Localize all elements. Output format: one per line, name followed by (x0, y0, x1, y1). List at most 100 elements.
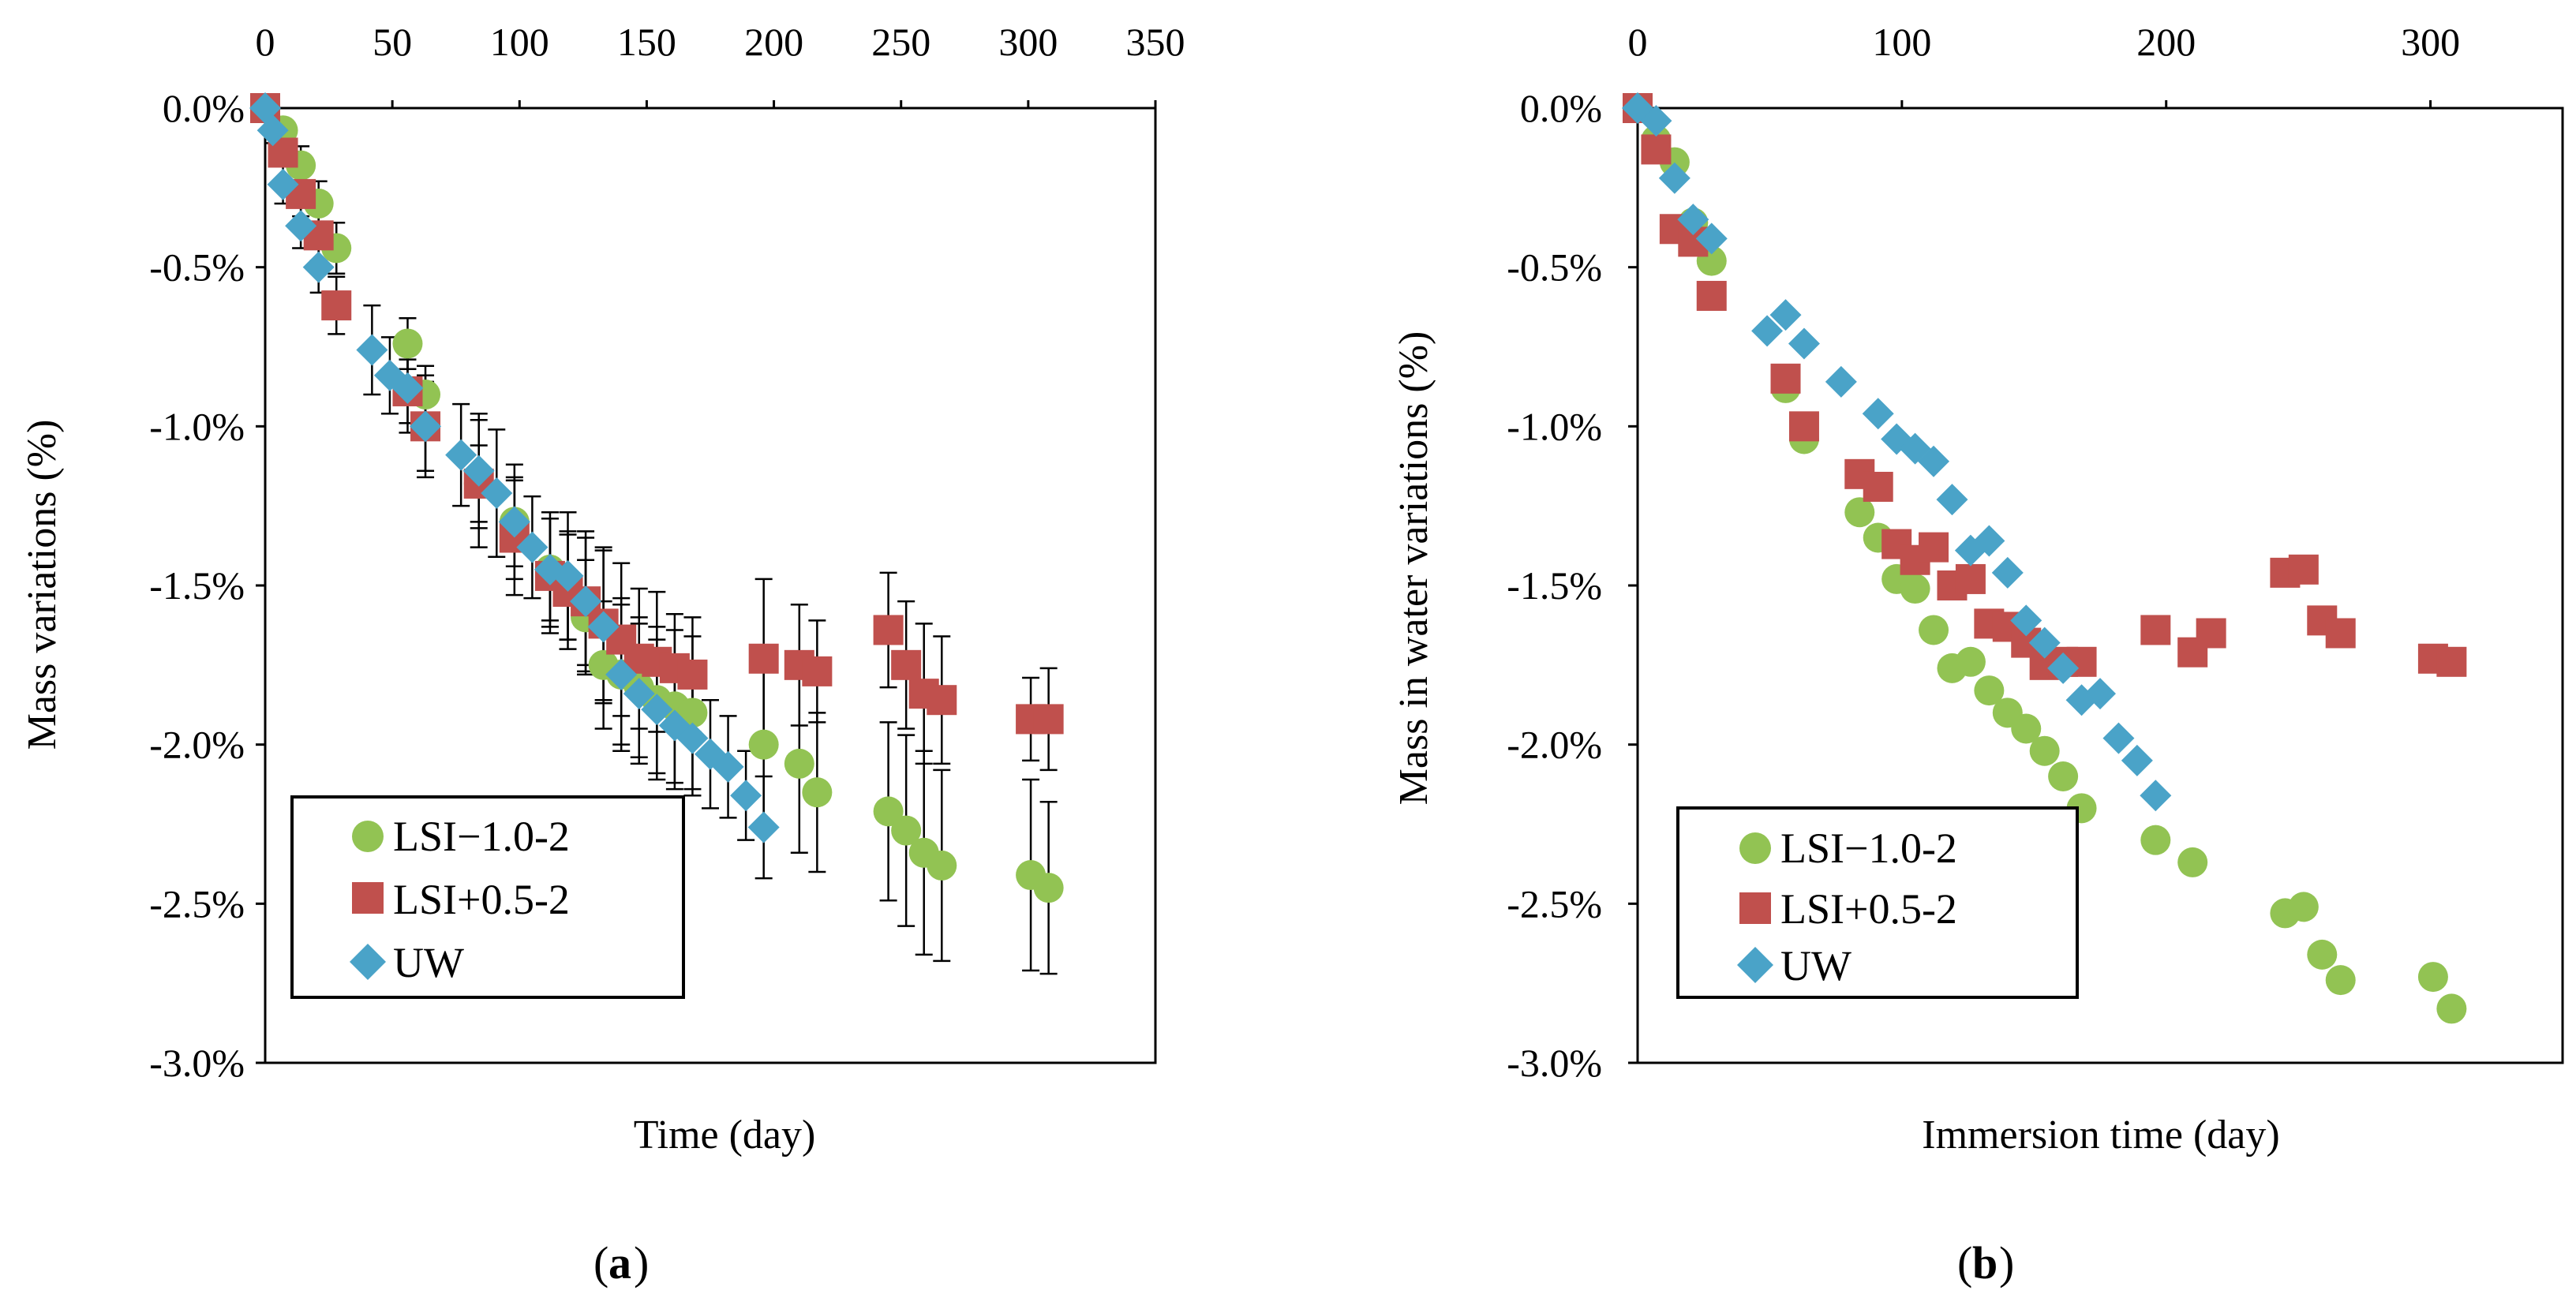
chart-b-point-lsi-minus (2140, 825, 2171, 855)
chart-a-x-tick-label: 350 (1126, 20, 1185, 64)
chart-a-point-uw (516, 531, 549, 563)
chart-a-x-tick-label: 250 (871, 20, 930, 64)
chart-b-point-lsi-plus (2436, 646, 2467, 677)
chart-a-x-tick-label: 300 (998, 20, 1058, 64)
chart-a-y-tick-label: -1.5% (149, 563, 245, 608)
chart-b-point-lsi-plus (1955, 563, 1986, 594)
chart-a-legend-marker-uw (350, 944, 386, 980)
chart-b-x-tick-label: 100 (1872, 20, 1931, 64)
chart-b-point-lsi-plus (1788, 411, 1819, 442)
chart-b-points (1622, 92, 2467, 1024)
chart-b-point-uw (1677, 204, 1709, 236)
chart-a-y-tick-label: -2.5% (149, 881, 245, 926)
chart-b-point-uw (1658, 162, 1690, 194)
chart-a-point-lsi-minus (873, 796, 904, 827)
chart-b-point-lsi-minus (2417, 962, 2448, 993)
chart-b-caption-open-paren: ( (1957, 1237, 1972, 1288)
chart-a: 0.0% -0.5% -1.0% -1.5% -2.0% -2.5% -3.0% 0 50 10… (20, 20, 1185, 1288)
chart-b-point-uw (2028, 626, 2061, 659)
chart-b-point-lsi-plus (1863, 471, 1893, 502)
chart-b-point-lsi-minus (1844, 497, 1875, 528)
chart-a-point-lsi-minus (392, 328, 423, 359)
chart-b-legend: LSI−1.0-2 LSI+0.5-2 UW (1676, 806, 2079, 999)
chart-a-caption-open-paren: ( (593, 1237, 608, 1288)
chart-a-panel-caption: ( a ) (593, 1237, 649, 1288)
chart-a-point-lsi-plus (1033, 704, 1064, 735)
chart-b-point-lsi-plus (2140, 615, 2171, 645)
chart-a-x-axis-label: Time (day) (634, 1113, 816, 1158)
chart-b-point-lsi-minus (2177, 847, 2208, 877)
chart-b-point-lsi-minus (2288, 892, 2319, 922)
chart-b-y-ticks: 0.0% -0.5% -1.0% -1.5% -2.0% -2.5% -3.0% (1507, 86, 1638, 1085)
chart-a-point-uw (570, 585, 602, 618)
chart-a-y-tick-label: 0.0% (163, 86, 245, 130)
chart-a-point-lsi-minus (891, 815, 922, 846)
chart-b-point-uw (1918, 445, 1950, 477)
chart-a-point-uw (410, 410, 442, 443)
chart-b-legend-label-lsi-plus: LSI+0.5-2 (1780, 885, 1957, 933)
chart-a-point-lsi-plus (321, 290, 352, 321)
chart-b-point-lsi-plus (1641, 134, 1672, 165)
chart-b-y-tick-label: -3.0% (1507, 1041, 1602, 1085)
chart-b-point-uw (1640, 105, 1672, 137)
chart-b-point-uw (1973, 525, 2005, 557)
chart-a-point-uw (641, 694, 673, 726)
chart-a-point-lsi-plus (748, 643, 779, 674)
chart-a-legend-marker-lsi-plus (352, 882, 384, 914)
chart-b-point-lsi-minus (1955, 646, 1986, 677)
chart-b-point-lsi-minus (1974, 675, 2005, 706)
chart-b-point-uw (2047, 652, 2080, 684)
chart-a-point-uw (623, 678, 655, 710)
chart-b-point-lsi-minus (2011, 713, 2042, 744)
chart-a-point-uw (498, 506, 530, 538)
chart-b-point-uw (2102, 722, 2135, 754)
chart-a-point-lsi-plus (802, 656, 833, 686)
chart-b-point-uw (2121, 744, 2153, 776)
chart-a-point-lsi-minus (927, 850, 957, 881)
chart-b-y-tick-label: -1.5% (1507, 563, 1602, 608)
chart-a-point-uw (285, 210, 317, 242)
chart-b-point-uw (1751, 315, 1784, 347)
chart-a-point-uw (605, 658, 638, 690)
chart-b: 0.0% -0.5% -1.0% -1.5% -2.0% -2.5% -3.0% 0 100 2… (1391, 20, 2564, 1288)
chart-b-point-lsi-minus (2048, 761, 2079, 791)
chart-b-point-uw (1825, 365, 1857, 398)
chart-a-legend: LSI−1.0-2 LSI+0.5-2 UW (290, 795, 685, 999)
chart-b-legend-marker-uw (1737, 947, 1773, 983)
chart-b-point-uw (1936, 484, 1968, 516)
chart-b-point-uw (1788, 327, 1820, 360)
chart-b-point-uw (1991, 556, 2024, 589)
chart-a-y-tick-label: -0.5% (149, 245, 245, 290)
chart-b-x-axis-label: Immersion time (day) (1922, 1113, 2279, 1158)
chart-b-y-tick-label: -2.0% (1507, 723, 1602, 767)
chart-b-point-lsi-plus (1696, 280, 1727, 311)
chart-a-point-uw (712, 750, 744, 783)
chart-a-point-uw (302, 251, 335, 283)
chart-a-y-ticks: 0.0% -0.5% -1.0% -1.5% -2.0% -2.5% -3.0% (149, 86, 265, 1085)
chart-b-point-lsi-plus (2196, 618, 2226, 649)
chart-b-y-tick-label: -0.5% (1507, 245, 1602, 290)
chart-a-y-tick-label: -3.0% (149, 1041, 245, 1085)
chart-a-point-lsi-plus (891, 649, 922, 680)
chart-a-point-uw (356, 334, 388, 366)
chart-a-x-tick-label: 100 (490, 20, 549, 64)
chart-b-legend-label-uw: UW (1780, 942, 1852, 989)
chart-a-point-uw (391, 372, 424, 404)
chart-a-caption-letter: a (608, 1237, 631, 1288)
chart-b-legend-marker-lsi-plus (1739, 892, 1771, 924)
chart-b-panel-caption: ( b ) (1957, 1237, 2014, 1288)
chart-a-point-uw (267, 168, 299, 200)
chart-a-point-uw (462, 454, 495, 487)
chart-b-point-uw (2084, 678, 2116, 710)
chart-a-point-uw (445, 439, 477, 471)
chart-b-point-uw (1862, 398, 1894, 430)
chart-b-point-lsi-minus (2436, 993, 2467, 1024)
chart-a-x-tick-label: 0 (256, 20, 275, 64)
chart-a-point-uw (587, 611, 620, 643)
chart-a-point-uw (256, 114, 289, 147)
chart-b-y-tick-label: -2.5% (1507, 881, 1602, 926)
chart-b-point-uw (1695, 223, 1728, 255)
chart-a-x-tick-label: 200 (744, 20, 803, 64)
chart-b-caption-close-paren: ) (1999, 1237, 2014, 1288)
chart-b-caption-letter: b (1972, 1237, 1998, 1288)
